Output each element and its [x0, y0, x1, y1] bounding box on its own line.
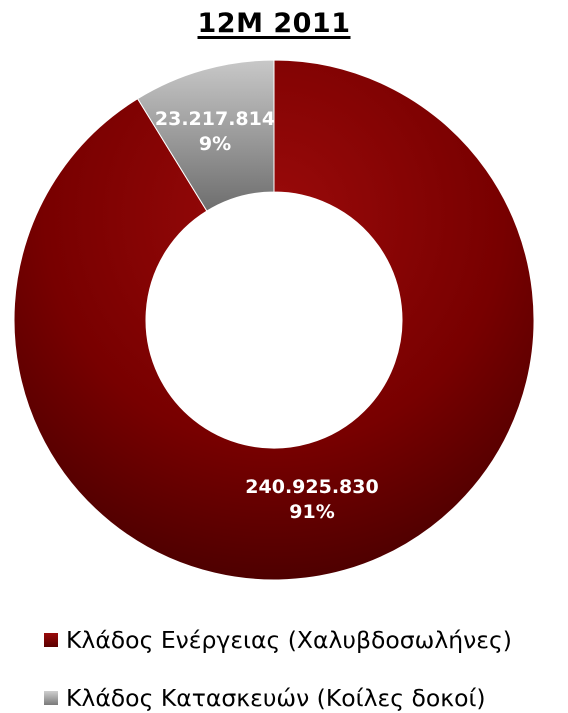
legend-swatch-energy	[44, 633, 58, 647]
slice-energy	[13, 59, 535, 581]
data-label-percent-0: 91%	[289, 501, 334, 523]
legend-label-construction: Κλάδος Κατασκευών (Κοίλες δοκοί)	[66, 684, 486, 712]
legend-item-construction: Κλάδος Κατασκευών (Κοίλες δοκοί)	[44, 676, 512, 713]
legend: Κλάδος Ενέργειας (Χαλυβδοσωλήνες) Κλάδος…	[44, 618, 512, 713]
data-labels-group: 240.925.830 91% 23.217.814 9%	[155, 108, 379, 523]
data-label-value-0: 240.925.830	[245, 476, 378, 498]
slices-group	[13, 59, 535, 581]
data-label-percent-1: 9%	[199, 133, 231, 155]
data-label-value-1: 23.217.814	[155, 108, 275, 130]
chart-title: 12M 2011	[197, 8, 351, 39]
legend-label-energy: Κλάδος Ενέργειας (Χαλυβδοσωλήνες)	[66, 626, 512, 654]
slice-construction	[136, 59, 275, 212]
legend-item-energy: Κλάδος Ενέργειας (Χαλυβδοσωλήνες)	[44, 618, 512, 662]
legend-swatch-construction	[44, 691, 58, 705]
